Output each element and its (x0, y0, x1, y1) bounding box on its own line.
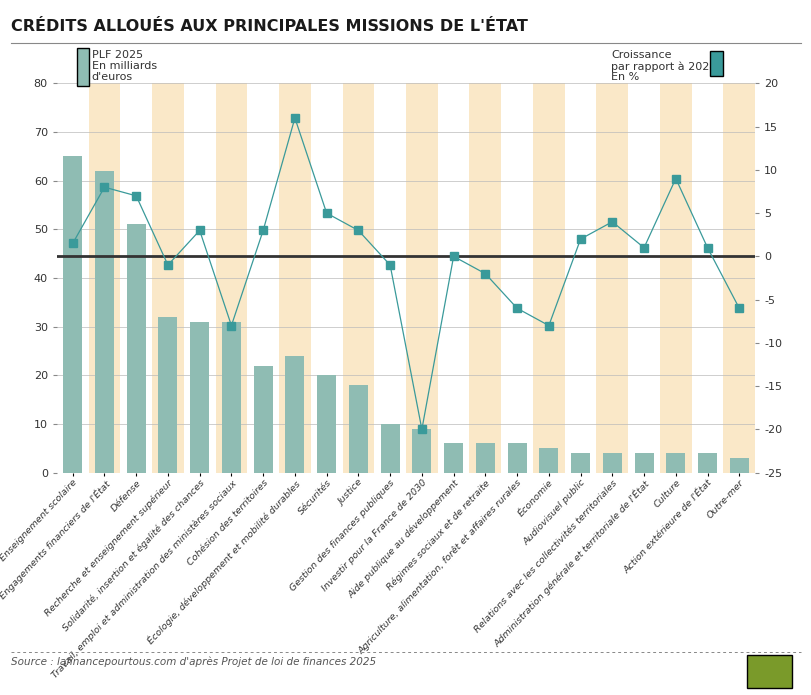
Bar (279, 83, 311, 473)
Bar (602, 453, 621, 473)
Bar (564, 83, 596, 473)
Bar (628, 83, 659, 473)
Bar (596, 83, 628, 473)
Bar (539, 448, 558, 473)
Text: PLF 2025: PLF 2025 (92, 50, 143, 60)
Bar (729, 458, 748, 473)
Bar (285, 356, 304, 473)
Bar (247, 83, 279, 473)
Bar (120, 83, 152, 473)
Bar (469, 83, 500, 473)
Bar (63, 156, 82, 473)
Bar (127, 224, 145, 473)
Bar (666, 453, 684, 473)
Bar (190, 322, 209, 473)
Bar (88, 83, 120, 473)
Text: par rapport à 2024: par rapport à 2024 (611, 61, 716, 72)
Bar (183, 83, 215, 473)
Bar (374, 83, 406, 473)
Bar (221, 322, 241, 473)
Bar (697, 453, 716, 473)
Bar (342, 83, 374, 473)
Bar (659, 83, 691, 473)
Bar (691, 83, 723, 473)
Bar (57, 83, 88, 473)
Bar (437, 83, 469, 473)
Text: Source : lafinancepourtous.com d'après Projet de loi de finances 2025: Source : lafinancepourtous.com d'après P… (11, 657, 375, 667)
Bar (317, 375, 336, 473)
Bar (507, 443, 526, 473)
Text: En %: En % (611, 72, 639, 82)
Bar (311, 83, 342, 473)
Bar (412, 429, 431, 473)
Bar (95, 171, 114, 473)
Bar (380, 424, 399, 473)
Bar (475, 443, 494, 473)
Text: En milliards: En milliards (92, 61, 157, 71)
Bar (633, 453, 653, 473)
Bar (444, 443, 462, 473)
Bar (215, 83, 247, 473)
Bar (500, 83, 532, 473)
Bar (158, 317, 178, 473)
Text: CRÉDITS ALLOUÉS AUX PRINCIPALES MISSIONS DE L'ÉTAT: CRÉDITS ALLOUÉS AUX PRINCIPALES MISSIONS… (11, 19, 527, 35)
Bar (349, 385, 367, 473)
Bar (723, 83, 754, 473)
Bar (152, 83, 183, 473)
Bar (532, 83, 564, 473)
Text: Croissance: Croissance (611, 50, 672, 60)
Bar (570, 453, 590, 473)
Bar (406, 83, 437, 473)
Bar (253, 366, 272, 473)
Text: d'euros: d'euros (92, 72, 133, 82)
